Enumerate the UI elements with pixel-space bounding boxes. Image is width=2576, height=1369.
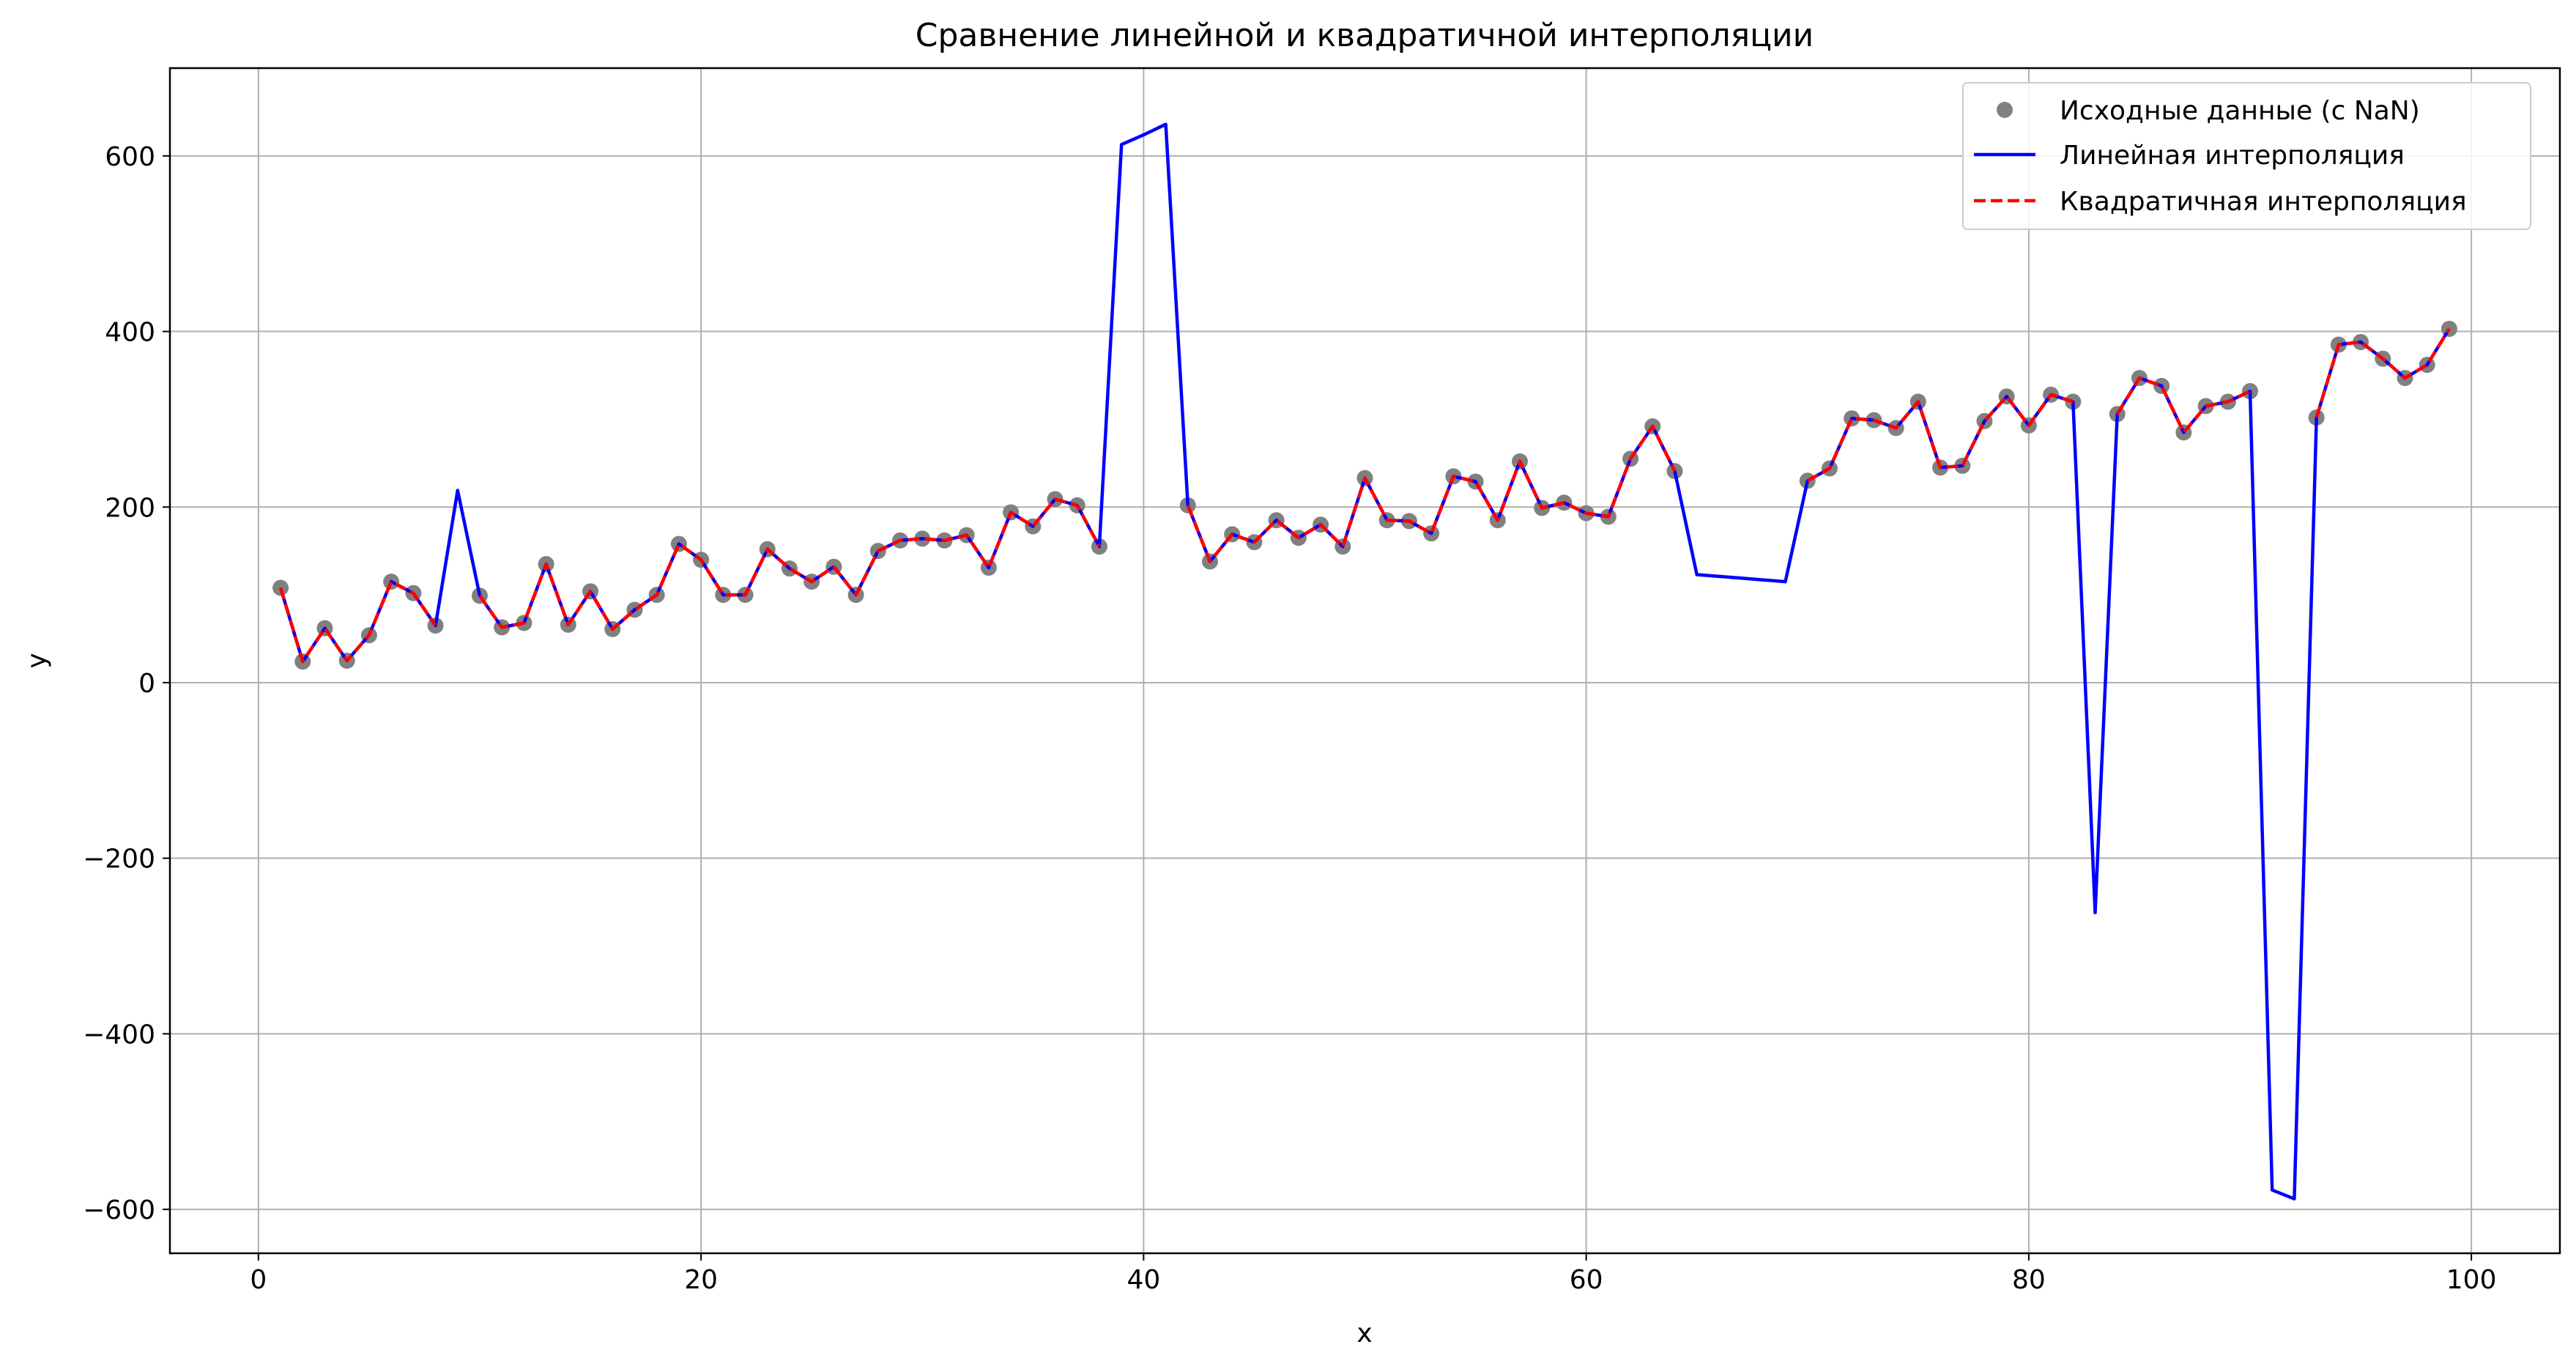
y-tick-label: −400 (83, 1020, 155, 1050)
axis-ticks: 0 20 40 60 80 100 −600 −400 −200 0 200 400 600 (83, 142, 2496, 1295)
axes-frame (168, 67, 2561, 1255)
legend-box (1962, 82, 2531, 230)
series-line-quadratic (2315, 327, 2451, 418)
legend-label-linear: Линейная интерполяция (2060, 141, 2405, 171)
x-axis-label: x (1356, 1318, 1372, 1348)
x-tick-label: 60 (1570, 1265, 1603, 1295)
chart-title: Сравнение линейной и квадратичной интерп… (916, 17, 1814, 54)
legend-label-original: Исходные данные (с NaN) (2060, 96, 2420, 126)
series-line-quadratic (478, 497, 1101, 631)
plot-area (272, 122, 2457, 1201)
x-tick-label: 0 (250, 1265, 267, 1295)
series-line-quadratic (1186, 424, 1677, 563)
y-axis-label: y (22, 653, 52, 668)
legend-label-quadratic: Квадратичная интерполяция (2060, 187, 2467, 217)
x-tick-label: 80 (2012, 1265, 2046, 1295)
series-line-quadratic (278, 579, 437, 664)
y-tick-label: −200 (83, 845, 155, 875)
y-tick-label: 200 (105, 493, 155, 523)
series-line-quadratic (2115, 376, 2251, 434)
x-tick-label: 100 (2446, 1265, 2497, 1295)
y-tick-label: 400 (105, 318, 155, 348)
legend: Исходные данные (с NaN) Линейная интерпо… (1962, 82, 2531, 230)
legend-marker-original (1997, 102, 2013, 118)
y-tick-label: −600 (83, 1195, 155, 1225)
x-tick-label: 40 (1126, 1265, 1160, 1295)
data-point-original (2440, 320, 2457, 337)
grid (170, 68, 2560, 1253)
x-tick-label: 20 (684, 1265, 718, 1295)
y-tick-label: 0 (138, 669, 155, 699)
y-tick-label: 600 (105, 142, 155, 172)
series-line-quadratic (1806, 393, 2074, 483)
